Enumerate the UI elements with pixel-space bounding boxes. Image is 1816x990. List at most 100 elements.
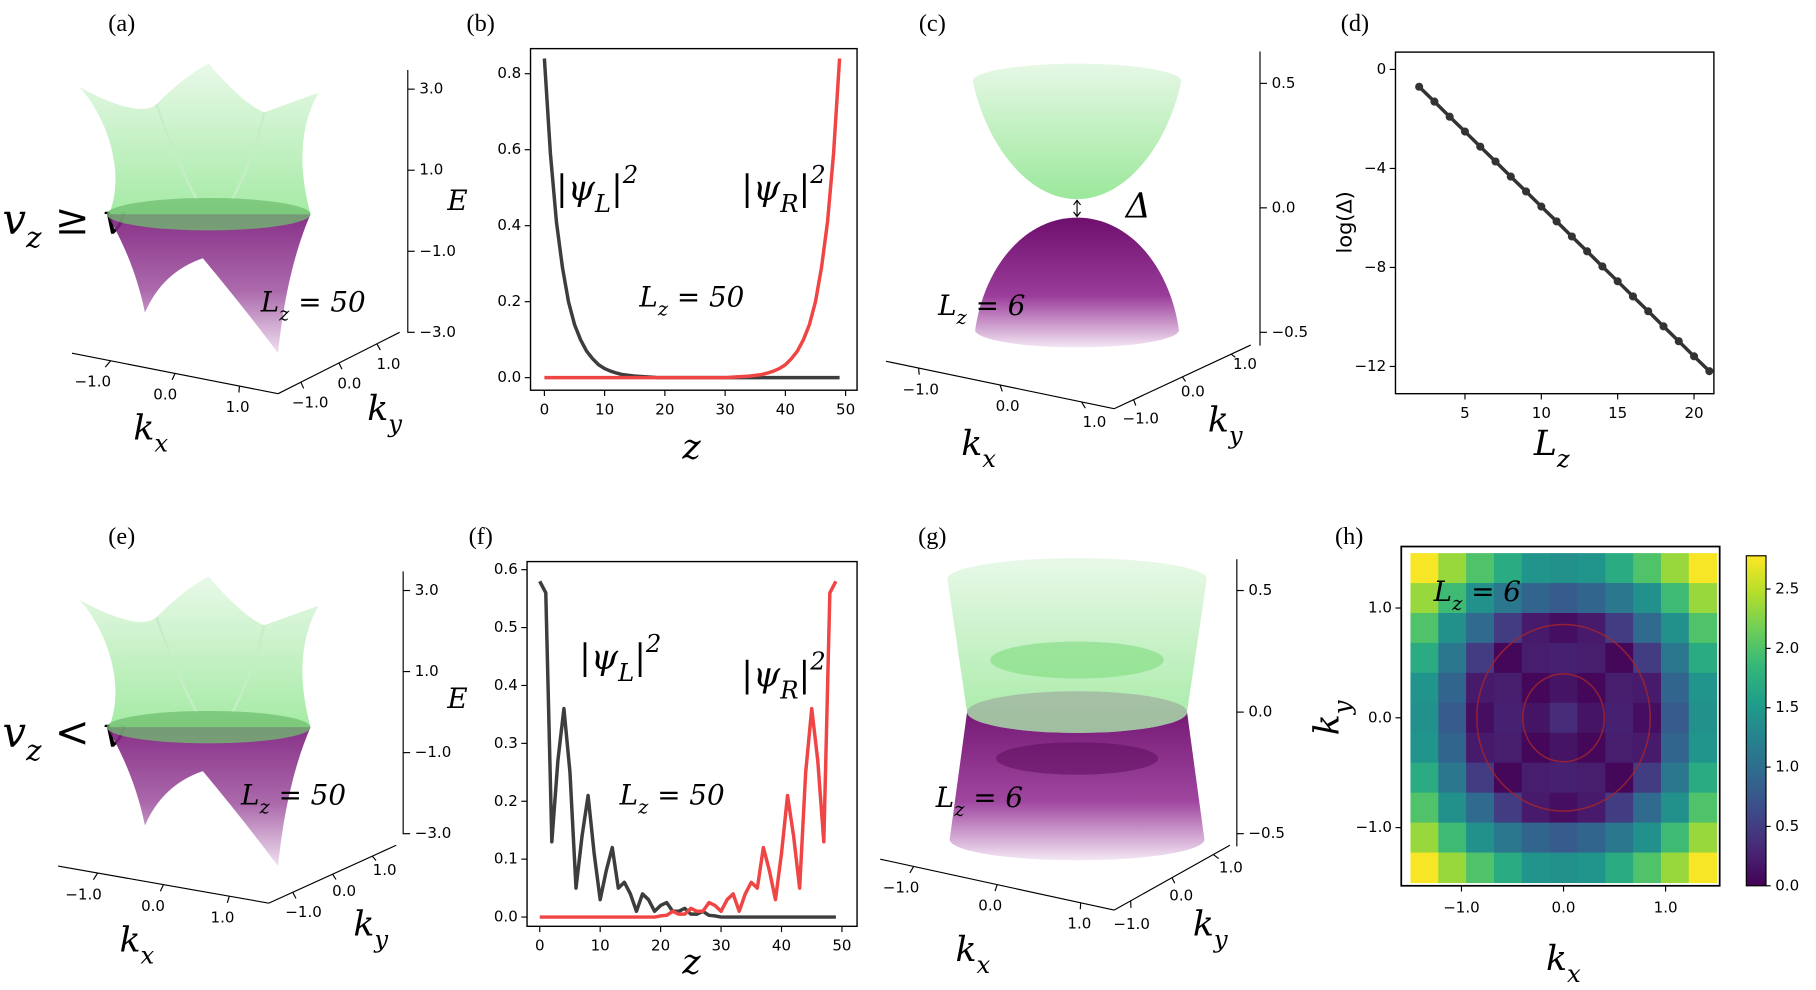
upper-inner (990, 641, 1164, 679)
text-part: y (373, 924, 388, 953)
heat-cell (1493, 642, 1523, 674)
plot-frame (526, 560, 858, 928)
text-part: k (1546, 939, 1567, 979)
y-tick-label: 1.0 (1368, 599, 1392, 617)
heat-cell (1577, 613, 1606, 644)
z-tick-label: −3.0 (419, 323, 456, 341)
marker (1689, 352, 1699, 361)
y-tick-label: −12 (1354, 357, 1386, 375)
row-label: vz < v (3, 707, 127, 768)
heat-cell (1688, 822, 1718, 854)
z-tick-label: 0.5 (1272, 74, 1296, 92)
y-axis-label: ky (1307, 700, 1356, 735)
heat-cell (1660, 732, 1690, 764)
heat-cell (1549, 642, 1579, 674)
text-part: x (154, 429, 168, 458)
x-tick-label: 5 (1460, 404, 1470, 422)
y-tick (338, 362, 343, 370)
y-tick (1133, 399, 1137, 406)
y-tick-label: −1.0 (1113, 915, 1150, 933)
heat-cell (1521, 822, 1551, 854)
annotation: Δ (1124, 186, 1151, 226)
heat-cell (1493, 702, 1523, 734)
y-tick-label: 0.0 (332, 882, 356, 900)
heat-cell (1605, 852, 1634, 884)
heat-cell (1466, 613, 1495, 644)
heat-cell (1438, 672, 1467, 704)
marker (1537, 202, 1546, 211)
x-tick-label: 1.0 (226, 398, 250, 416)
lower-band (106, 214, 311, 354)
x-tick-label: 0.0 (996, 397, 1020, 415)
marker (1567, 232, 1576, 241)
heat-cell (1660, 702, 1690, 734)
heat-cell (1438, 852, 1467, 884)
gap-arrow (1073, 199, 1081, 218)
marker (1415, 82, 1424, 91)
y-axis-label: log(Δ) (1333, 191, 1357, 253)
heat-cell (1605, 583, 1634, 614)
x-tick (1081, 401, 1086, 409)
y-tick-label: 0.4 (497, 216, 521, 234)
y-tick (300, 381, 305, 389)
text-part: L (1433, 574, 1452, 607)
marker (1613, 277, 1622, 286)
heat-cell (1633, 583, 1662, 614)
marker (1659, 322, 1668, 331)
y-tick-label: 0.1 (494, 850, 518, 868)
heat-cell (1521, 852, 1551, 884)
heat-cell (1549, 792, 1579, 824)
x-tick-label: −1.0 (75, 373, 112, 391)
heat-cell (1493, 553, 1523, 584)
x-tick (226, 896, 230, 903)
marker (1491, 157, 1500, 166)
heat-cell (1660, 583, 1690, 614)
x-tick-label: 0.0 (1552, 898, 1576, 916)
y-tick (1212, 854, 1219, 860)
panel-label: (a) (108, 10, 135, 37)
text-part: L (937, 288, 956, 321)
heat-cell (1577, 642, 1606, 674)
text-part: k (1208, 401, 1229, 441)
heat-cell (1438, 762, 1467, 794)
y-tick-label: 0.0 (1368, 708, 1392, 726)
text-part: z (956, 305, 968, 328)
y-tick-label: 0.2 (497, 292, 521, 310)
heat-cell (1466, 702, 1495, 734)
x-tick-label: 50 (832, 937, 851, 955)
y-tick-label: 0 (1377, 60, 1387, 78)
row-label: vz ≥ v (3, 194, 127, 255)
marker (1506, 172, 1515, 181)
z-tick-label: 1.0 (415, 662, 439, 680)
panel-label: (h) (1335, 523, 1363, 550)
heat-cell (1688, 762, 1718, 794)
series-line (539, 580, 838, 919)
x-tick-label: 1.0 (211, 909, 235, 927)
heat-cell (1438, 642, 1467, 674)
heat-cell (1410, 642, 1439, 674)
marker (1521, 187, 1531, 196)
contour (1521, 673, 1606, 763)
colorbar-tick-label: 1.5 (1775, 698, 1799, 716)
marker (1674, 337, 1683, 346)
text-part: z (953, 797, 965, 820)
text-part: z (25, 220, 42, 254)
heat-cell (1410, 852, 1439, 884)
y-axis-label: ky (367, 389, 402, 438)
text-part: L (260, 285, 279, 318)
heat-cell (1493, 583, 1523, 614)
text-part: | (798, 655, 810, 695)
heat-cell (1577, 822, 1606, 854)
x-tick (909, 866, 915, 874)
marker (1583, 247, 1592, 256)
heat-cell (1605, 732, 1634, 764)
x-axis-label: kx (955, 930, 990, 979)
heat-cell (1577, 852, 1606, 884)
heat-cell (1521, 702, 1551, 734)
annotation: Lz = 50 (240, 778, 346, 818)
heat-cell (1466, 822, 1495, 854)
y-tick-label: −8 (1364, 258, 1386, 276)
upper-band-fold (155, 616, 266, 714)
x-tick-label: 40 (776, 400, 795, 418)
